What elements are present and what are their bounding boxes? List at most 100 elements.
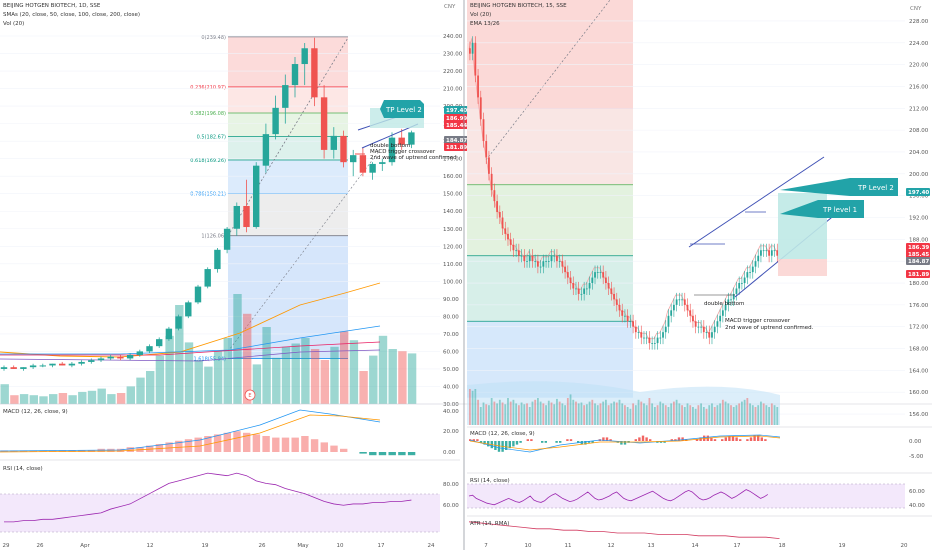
tp-level-1-label: TP level 1 <box>822 206 857 214</box>
volume-bar <box>184 342 194 404</box>
candle-body <box>770 250 773 256</box>
candle-body <box>664 326 667 333</box>
candle-body <box>68 363 76 366</box>
volume-bar <box>471 390 474 425</box>
candle-body <box>673 304 675 311</box>
volume-bar <box>741 401 743 425</box>
candle-body <box>629 321 632 323</box>
candle-body <box>724 304 727 311</box>
macd-bar <box>645 437 648 441</box>
macd-bar <box>388 452 396 456</box>
y-tick-label: 156.00 <box>909 412 929 418</box>
y-tick-label: 172.00 <box>909 325 929 331</box>
x-tick-label: 13 <box>648 543 655 549</box>
candle-body <box>591 277 594 284</box>
volume-bar <box>670 403 673 425</box>
double-bottom-label: double bottom <box>704 301 744 307</box>
volume-bar <box>243 313 252 404</box>
candle-body <box>20 367 27 369</box>
rsi-label: RSI (14, close) <box>470 478 510 484</box>
channel-line <box>688 156 825 248</box>
macd-bar <box>760 437 763 441</box>
earnings-marker[interactable]: E <box>244 389 256 401</box>
volume-bar <box>645 405 648 425</box>
candle-body <box>675 299 678 305</box>
volume-bar <box>531 401 534 425</box>
y-tick-label: 208.00 <box>909 128 929 134</box>
volume-bar <box>523 404 526 425</box>
volume-bar <box>561 403 564 425</box>
candle-body <box>634 326 637 333</box>
volume-bar <box>602 401 605 425</box>
y-tick-label: 192.00 <box>909 216 929 222</box>
volume-bar <box>97 388 106 404</box>
volume-bar <box>136 377 145 404</box>
volume-bar <box>730 405 732 425</box>
earnings-circle <box>244 389 256 401</box>
y-tick-label: 176.00 <box>909 303 929 309</box>
x-tick-label: 18 <box>779 543 786 549</box>
volume-bar <box>727 403 730 425</box>
candle-body <box>648 337 651 344</box>
volume-bar <box>29 395 38 404</box>
candle-body <box>621 310 624 316</box>
annotation-text: MACD trigger crossover <box>725 318 791 324</box>
macd-bar <box>713 439 717 441</box>
volume-bar <box>359 371 368 404</box>
volume-bar <box>765 405 768 425</box>
volume-bar <box>520 402 523 425</box>
x-tick-label: 10 <box>525 543 532 549</box>
candle-body <box>482 119 485 142</box>
candle-body <box>588 283 591 289</box>
fib-zone <box>228 136 348 160</box>
volume-bar <box>126 386 135 404</box>
candle-body <box>515 250 518 252</box>
candle-body <box>754 261 757 267</box>
candle-body <box>539 266 542 268</box>
volume-bar <box>507 398 509 425</box>
volume-bar <box>566 398 569 425</box>
candle-body <box>136 351 143 355</box>
volume-bar <box>716 405 719 425</box>
candle-body <box>282 85 289 108</box>
macd-bar <box>569 439 573 441</box>
candle-body <box>667 315 670 327</box>
x-tick-label: 14 <box>692 543 699 549</box>
tp-level-2-callout[interactable]: TP Level 2 <box>780 178 898 196</box>
tp-level-1-callout[interactable]: TP level 1 <box>780 200 864 218</box>
macd-bar <box>587 441 591 443</box>
candle-body <box>659 337 662 339</box>
macd-bar <box>605 437 609 441</box>
y-tick-label: 170.00 <box>443 157 463 163</box>
macd-bar <box>764 439 767 441</box>
volume-bar <box>689 405 692 425</box>
macd-bar <box>301 436 309 452</box>
y-tick-label: 220.00 <box>909 63 929 69</box>
volume-bar <box>615 402 618 425</box>
macd-line <box>0 409 381 452</box>
rsi-band <box>467 484 905 508</box>
macd-bar <box>526 439 529 441</box>
volume-bar <box>547 400 550 425</box>
volume-bar <box>637 399 640 425</box>
volume-bar <box>0 384 9 404</box>
candle-body <box>542 261 545 267</box>
fib-zone <box>228 36 348 87</box>
macd-tick-label: 0.00 <box>443 450 456 456</box>
price-tag <box>906 270 930 278</box>
candle-body <box>738 283 741 289</box>
macd-bar <box>340 448 348 452</box>
y-tick-label: 70.00 <box>443 332 459 338</box>
macd-bar <box>721 439 724 441</box>
rsi-label: RSI (14, close) <box>3 466 43 472</box>
tp-level-2-callout[interactable]: TP Level 2 <box>380 100 424 118</box>
volume-bar <box>697 405 700 425</box>
macd-bar <box>746 439 749 441</box>
volume-bar <box>605 399 607 425</box>
candle-body <box>39 365 46 367</box>
candle-body <box>126 354 134 359</box>
volume-bar <box>754 407 757 425</box>
candle-body <box>765 250 768 252</box>
